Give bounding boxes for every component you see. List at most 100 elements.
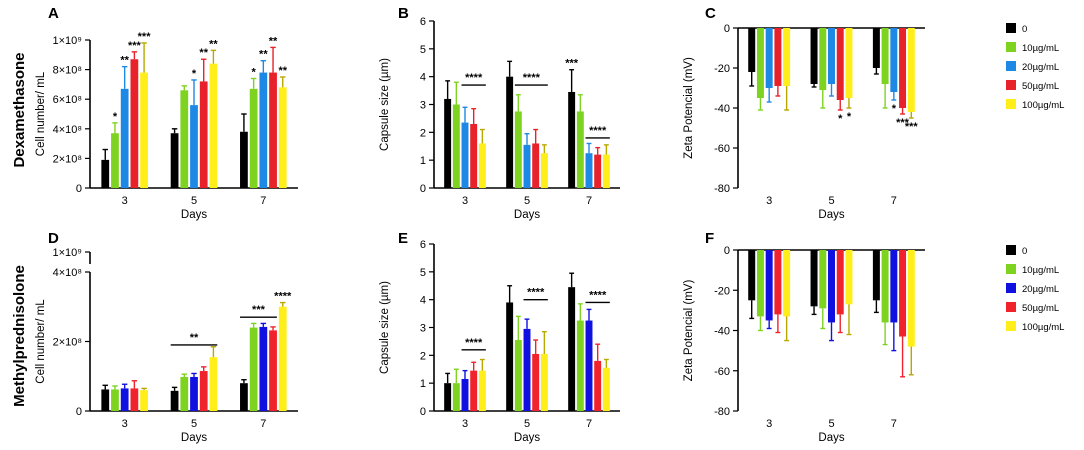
panel-c-bar: [899, 28, 907, 108]
panel-e-ytick-label: 4: [420, 295, 426, 307]
panel-a-bar: [180, 90, 189, 188]
panel-d-bar: [130, 388, 139, 411]
panel-e-ytick-label: 5: [420, 267, 426, 279]
panel-a-ytick-label: 2×10⁸: [53, 153, 82, 165]
panel-e-bar: [568, 287, 576, 411]
panel-b-xtick-label: 7: [586, 195, 592, 207]
panel-c-significance-label: *: [892, 103, 897, 115]
panel-c-bar: [828, 28, 835, 84]
panel-b-bar: [444, 98, 452, 188]
panel-f-ytick-label: -80: [714, 406, 730, 418]
panel-a-significance-label: **: [259, 49, 268, 61]
panel-a-significance-label: *: [192, 68, 197, 80]
panel-d-bar: [249, 327, 258, 411]
panel-e-bar: [478, 370, 486, 411]
panel-a-significance-label: *: [251, 66, 256, 78]
panel-c-letter: C: [705, 5, 716, 22]
panel-f-bar: [756, 250, 764, 317]
panel-d-bar: [278, 306, 287, 411]
panel-d-bar: [140, 390, 148, 411]
panel-d-bar: [120, 388, 129, 411]
panel-a-bar: [130, 59, 139, 188]
panel-d-ytick-break-label: 1×10⁹: [53, 247, 83, 259]
panel-b-ytick-label: 0: [420, 183, 426, 195]
legend-swatch: [1006, 80, 1016, 90]
panel-a-significance-label: ***: [128, 40, 142, 52]
panel-d-significance-label: ****: [274, 291, 292, 303]
panel-e-bar: [585, 320, 593, 411]
legend-label: 10µg/mL: [1022, 43, 1059, 54]
row-label-dexamethasone: Dexamethasone: [11, 52, 28, 167]
panel-c-bar: [890, 28, 898, 92]
panel-d-bar: [199, 371, 208, 411]
panel-d-bracket-label: ***: [252, 304, 266, 316]
panel-e-letter: E: [398, 230, 408, 247]
panel-c-ytick-label: -20: [714, 63, 730, 75]
panel-f-xtick-label: 7: [891, 418, 897, 430]
panel-a-bar: [170, 133, 179, 188]
panel-b-bar: [506, 76, 514, 188]
legend-label: 20µg/mL: [1022, 284, 1059, 295]
panel-a-significance-label: *: [113, 111, 118, 123]
panel-f-bar: [774, 250, 782, 315]
panel-e-xlabel: Days: [514, 432, 540, 444]
chart-panel-f: F0 -20 -40 -60 -80 Zeta Potencial (mV) 3 5 7 Days: [683, 230, 925, 444]
panel-f-bar: [783, 250, 791, 317]
panel-e-bar: [452, 383, 460, 411]
panel-a-significance-label: ***: [138, 31, 152, 43]
chart-panel-a: A 0 2×10⁸ 4×10⁸ 6×10⁸ 8×10⁸ 1×10⁹ Cell number/ …: [35, 5, 298, 221]
panel-f-bar: [899, 250, 907, 337]
panel-d-bar: [170, 390, 179, 411]
panel-a-bar: [101, 159, 110, 188]
panel-b-letter: B: [398, 5, 409, 22]
panel-d-bar: [111, 389, 119, 411]
panel-a-significance-label: **: [278, 65, 287, 77]
legend-swatch: [1006, 321, 1016, 331]
panel-a-bar: [111, 133, 119, 188]
panel-c-bar: [783, 28, 791, 86]
panel-a-bar: [209, 63, 218, 188]
panel-d-xtick-label: 3: [122, 418, 128, 430]
panel-c-bar: [756, 28, 764, 98]
panel-d-bar: [259, 326, 268, 411]
panel-c-ytick-label: -80: [714, 183, 730, 195]
row-label-methylprednisolone: Methylprednisolone: [11, 265, 28, 407]
panel-b-bar: [602, 154, 610, 188]
panel-a-ytick-label: 1×10⁹: [53, 35, 83, 47]
panel-e-bar: [594, 360, 602, 411]
panel-c-xtick-label: 3: [766, 195, 772, 207]
panel-d-bar: [269, 330, 277, 411]
panel-b-xtick-label: 3: [462, 195, 468, 207]
panel-a-xtick-label: 3: [122, 195, 128, 207]
panel-f-xlabel: Days: [818, 432, 844, 444]
panel-a-significance-label: **: [120, 55, 129, 67]
panel-e-xtick-label: 5: [524, 418, 530, 430]
panel-c-significance-label: ***: [905, 121, 919, 133]
panel-d-ytick-label: 0: [76, 406, 82, 418]
panel-d-ytick-label: 4×10⁸: [53, 267, 82, 279]
panel-f-xtick-label: 5: [828, 418, 834, 430]
panel-a-ylabel: Cell number/ mL: [35, 71, 47, 156]
legend-swatch: [1006, 302, 1016, 312]
panel-d-bar: [240, 383, 248, 411]
panel-a-xtick-label: 5: [191, 195, 197, 207]
panel-c-significance-label: *: [847, 111, 852, 123]
panel-b-ytick-label: 6: [420, 16, 426, 28]
panel-c-bar: [810, 28, 818, 84]
panel-d-ytick-label: 2×10⁸: [53, 337, 82, 349]
panel-f-bar: [748, 250, 756, 301]
panel-a-significance-label: **: [269, 35, 278, 47]
panel-e-ytick-label: 1: [420, 378, 426, 390]
legend-label: 10µg/mL: [1022, 265, 1059, 276]
panel-a-bar: [278, 87, 287, 188]
panel-b-significance-label: ***: [565, 58, 579, 70]
panel-e-xtick-label: 3: [462, 418, 468, 430]
panel-d-xlabel: Days: [181, 432, 207, 444]
panel-b-bar: [576, 111, 584, 188]
panel-b-ytick-label: 2: [420, 127, 426, 139]
panel-d-xtick-label: 7: [260, 418, 266, 430]
panel-b-bar: [568, 91, 576, 188]
panel-a-xtick-label: 7: [260, 195, 266, 207]
panel-e-bar: [470, 370, 478, 411]
